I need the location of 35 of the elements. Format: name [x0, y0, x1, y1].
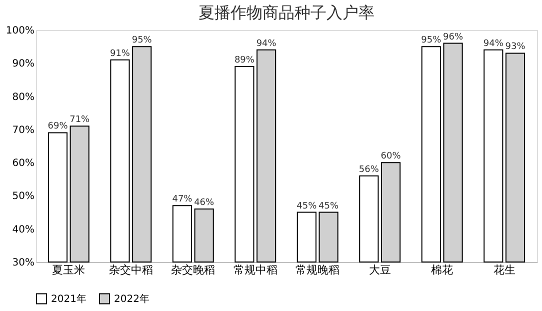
data-label: 95% — [132, 36, 152, 46]
data-label: 60% — [380, 152, 402, 162]
x-tick-label: 棉花 — [431, 264, 454, 276]
data-label: 93% — [505, 42, 526, 52]
data-label: 69% — [48, 122, 68, 132]
data-label: 96% — [443, 32, 464, 42]
data-label: 71% — [70, 115, 90, 126]
y-tick-label: 50% — [12, 191, 34, 202]
data-label: 46% — [194, 198, 215, 208]
x-tick-label: 常规晚稻 — [296, 264, 340, 276]
y-tick-label: 60% — [12, 158, 34, 170]
y-tick-label: 40% — [12, 224, 34, 236]
data-label: 45% — [296, 201, 318, 212]
y-tick-label: 70% — [12, 124, 34, 136]
data-label: 56% — [358, 164, 380, 175]
data-label: 45% — [318, 201, 339, 212]
data-label: 95% — [421, 36, 442, 46]
y-tick-label: 100% — [6, 26, 34, 36]
data-label: 89% — [234, 55, 255, 66]
legend-label: 2021年 — [51, 292, 86, 305]
x-tick-label: 杂交中稻 — [108, 264, 153, 276]
data-label: 94% — [483, 38, 504, 49]
x-tick-label: 大豆 — [368, 264, 391, 276]
data-label: 94% — [256, 38, 277, 49]
x-tick-label: 杂交晚稻 — [171, 264, 216, 276]
data-label: 47% — [172, 194, 193, 205]
chart-title: 夏播作物商品种子入户率 — [198, 3, 374, 22]
x-tick-label: 夏玉米 — [52, 264, 86, 276]
legend-label: 2022年 — [114, 292, 150, 305]
y-tick-label: 80% — [12, 92, 34, 103]
y-tick-label: 30% — [12, 258, 34, 268]
x-tick-label: 常规中稻 — [233, 264, 278, 276]
x-tick-label: 花生 — [493, 264, 516, 276]
data-label: 91% — [110, 48, 130, 59]
y-tick-label: 90% — [12, 58, 34, 70]
